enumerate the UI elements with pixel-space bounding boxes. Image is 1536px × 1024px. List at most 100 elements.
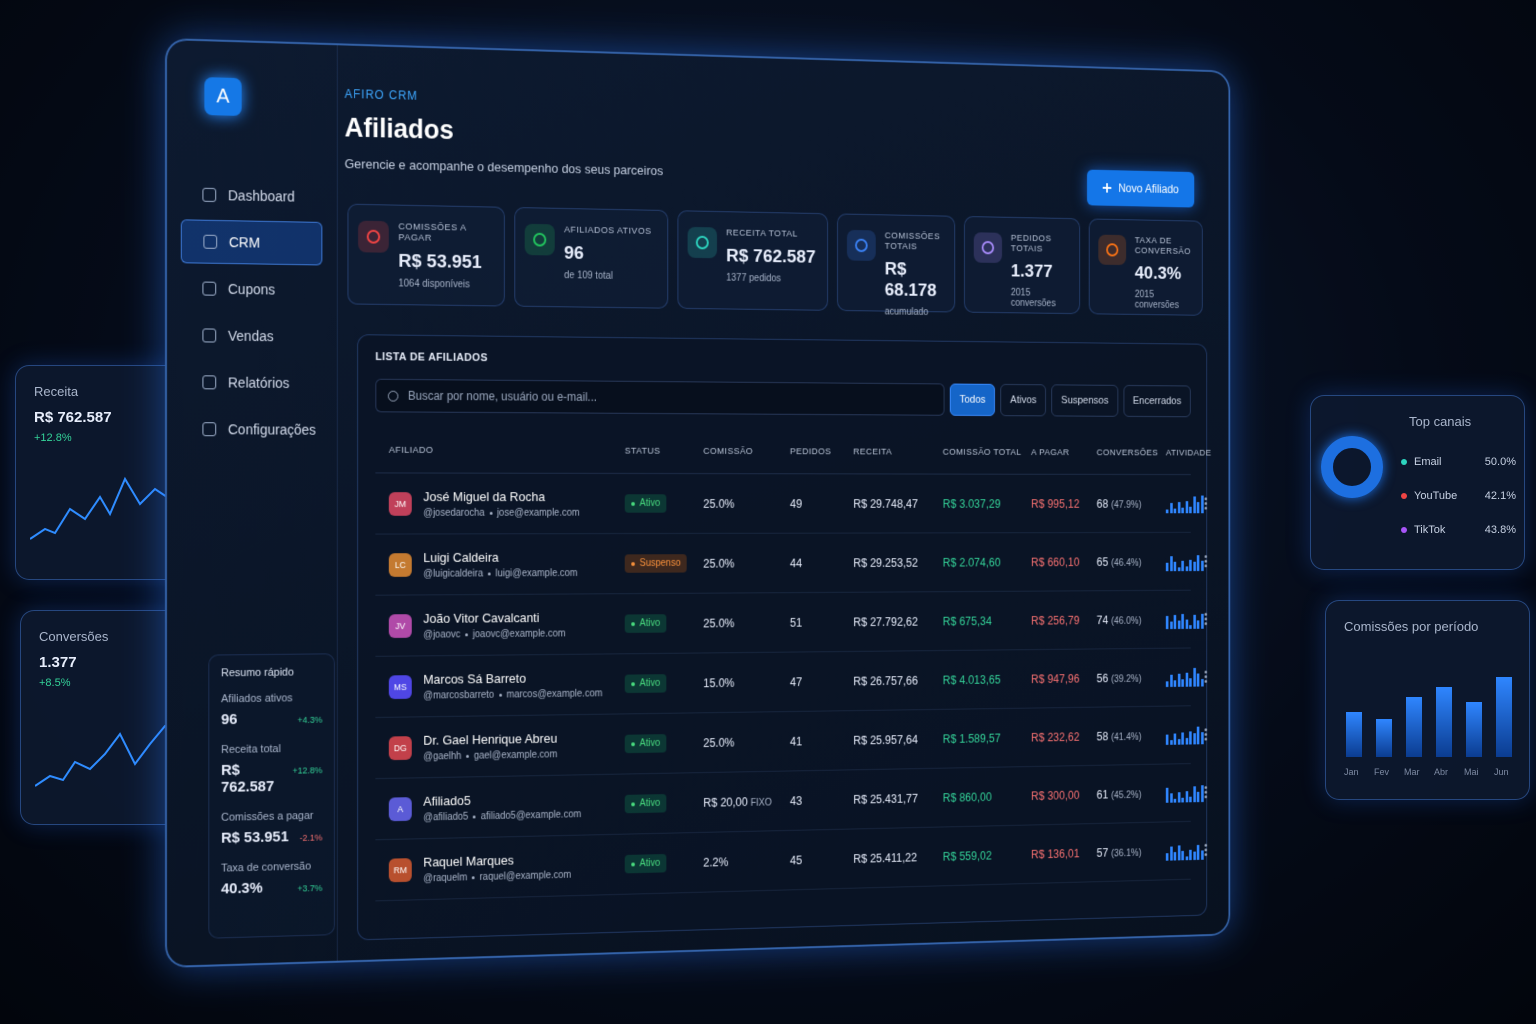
column-header: ATIVIDADE <box>1165 447 1212 459</box>
to-pay: R$ 136,01 <box>1031 846 1080 861</box>
filter-button[interactable]: Encerrados <box>1123 384 1191 418</box>
nav-item[interactable]: Vendas <box>181 313 323 358</box>
app-panel: A Dashboard CRM Cupons Vendas Relatórios Conf… <box>165 38 1231 968</box>
orders: 45 <box>789 853 803 867</box>
handle: @raquelm <box>423 871 468 884</box>
search-input[interactable]: Buscar por nome, usuário ou e-mail... <box>375 378 945 416</box>
affiliate-name: João Vitor Cavalcanti <box>423 609 540 626</box>
activity-bar <box>1185 737 1188 745</box>
activity-bar <box>1177 566 1181 571</box>
filter-button[interactable]: Suspensos <box>1051 384 1119 417</box>
activity-bar <box>1181 507 1184 513</box>
kpi-card: PEDIDOS TOTAIS 1.377 2015 conversões <box>964 215 1081 315</box>
activity-bar <box>1196 554 1200 571</box>
nav-item[interactable]: Cupons <box>181 266 323 312</box>
kpi-icon <box>846 229 876 261</box>
column-header[interactable]: PEDIDOS <box>789 446 832 458</box>
column-header[interactable]: AFILIADO <box>388 444 434 456</box>
row-menu[interactable] <box>1204 728 1219 741</box>
nav-item[interactable]: CRM <box>180 219 323 266</box>
table-title: LISTA DE AFILIADOS <box>375 351 488 365</box>
row-menu[interactable] <box>1204 670 1219 683</box>
status-badge: Ativo <box>624 614 667 633</box>
conversion-rate: (46.4%) <box>1111 557 1142 569</box>
nav-item[interactable]: Dashboard <box>181 172 323 219</box>
filter-button[interactable]: Todos <box>949 383 996 417</box>
revenue: R$ 26.757,66 <box>853 673 918 688</box>
summary-change: -2.1% <box>299 832 323 843</box>
activity-bar <box>1177 738 1181 745</box>
nav-label: Dashboard <box>227 187 295 205</box>
column-header[interactable]: STATUS <box>624 445 661 457</box>
page-subtitle: Gerencie e acompanhe o desempenho dos se… <box>344 156 664 179</box>
column-header[interactable]: A PAGAR <box>1031 447 1070 458</box>
kpi-label: COMISSÕES A PAGAR <box>398 221 467 244</box>
nav-icon <box>202 281 217 296</box>
row-menu[interactable] <box>1204 786 1219 799</box>
activity-bar <box>1173 733 1177 745</box>
activity-bar <box>1169 739 1173 745</box>
nav-item[interactable]: Relatórios <box>181 360 323 405</box>
channel-name: TikTok <box>1414 524 1446 536</box>
avatar: A <box>388 796 412 821</box>
filter-button[interactable]: Ativos <box>1000 383 1047 417</box>
menu-dot <box>1204 853 1208 856</box>
handle: @gaelhh <box>423 750 462 763</box>
kpi-text: PEDIDOS TOTAIS 1.377 2015 conversões <box>1011 233 1071 309</box>
row-menu[interactable] <box>1204 497 1219 510</box>
status-badge: Ativo <box>624 853 667 874</box>
column-header[interactable]: COMISSÃO <box>703 446 754 457</box>
status-cell: Ativo <box>624 674 704 694</box>
commission-cell: 25.0% <box>703 497 790 511</box>
logo[interactable]: A <box>204 77 242 116</box>
orders: 51 <box>789 615 803 630</box>
affiliate-text: José Miguel da Rocha @josedarocha jose@exa… <box>423 489 579 518</box>
menu-dot <box>1204 728 1208 732</box>
row-menu[interactable] <box>1204 612 1219 626</box>
nav-item[interactable]: Configurações <box>181 407 323 451</box>
kpi-card: COMISSÕES TOTAIS R$ 68.178 acumulado <box>837 213 956 318</box>
kpi-card: TAXA DE CONVERSÃO 40.3% 2015 conversões <box>1088 218 1203 316</box>
activity-bar <box>1196 726 1200 744</box>
total-commission: R$ 3.037,29 <box>942 496 1001 511</box>
orders: 41 <box>789 734 803 748</box>
kpi-note: 1064 disponíveis <box>398 278 470 291</box>
activity-bar <box>1169 792 1173 803</box>
kpi-icon-glyph <box>981 240 995 255</box>
activity-bar <box>1189 506 1192 513</box>
activity-bar <box>1192 614 1196 629</box>
revenue: R$ 27.792,62 <box>853 614 918 629</box>
period-bar <box>1406 697 1422 757</box>
summary-label: Afiliados ativos <box>221 692 293 706</box>
status-dot <box>631 561 635 566</box>
separator <box>466 754 470 758</box>
handle: @luigicaldeira <box>423 568 484 580</box>
affiliate-contact: @marcosbarreto marcos@example.com <box>423 688 602 701</box>
conversion-rate: (36.1%) <box>1111 847 1142 859</box>
activity-bar <box>1173 508 1177 513</box>
row-menu[interactable] <box>1204 555 1219 568</box>
kpi-card: RECEITA TOTAL R$ 762.587 1377 pedidos <box>677 210 829 311</box>
avatar: LC <box>388 552 412 577</box>
kpi-text: COMISSÕES TOTAIS R$ 68.178 acumulado <box>885 231 946 318</box>
separator <box>472 875 475 879</box>
column-header[interactable]: COMISSÃO TOTAL <box>942 447 1022 458</box>
menu-dot <box>1204 679 1208 683</box>
column-header[interactable]: RECEITA <box>853 446 893 458</box>
activity-bar <box>1200 678 1204 687</box>
column-header[interactable]: CONVERSÕES <box>1096 447 1159 459</box>
summary-value: R$ 762.587 <box>221 761 275 796</box>
channel-row: YouTube 42.1% <box>1401 490 1516 502</box>
new-affiliate-button[interactable]: Novo Afiliado <box>1086 169 1195 208</box>
activity-bar <box>1192 732 1196 744</box>
status-badge: Ativo <box>624 734 667 754</box>
month-label: Fev <box>1374 767 1390 777</box>
menu-dot <box>1204 555 1208 558</box>
kpi-icon <box>524 223 555 256</box>
row-menu[interactable] <box>1204 843 1219 856</box>
kpi-icon-glyph <box>1106 243 1119 257</box>
status-dot <box>631 862 635 866</box>
conversion-rate: (47.9%) <box>1111 499 1142 511</box>
card-value: 1.377 <box>39 654 77 671</box>
status-dot <box>631 741 635 746</box>
